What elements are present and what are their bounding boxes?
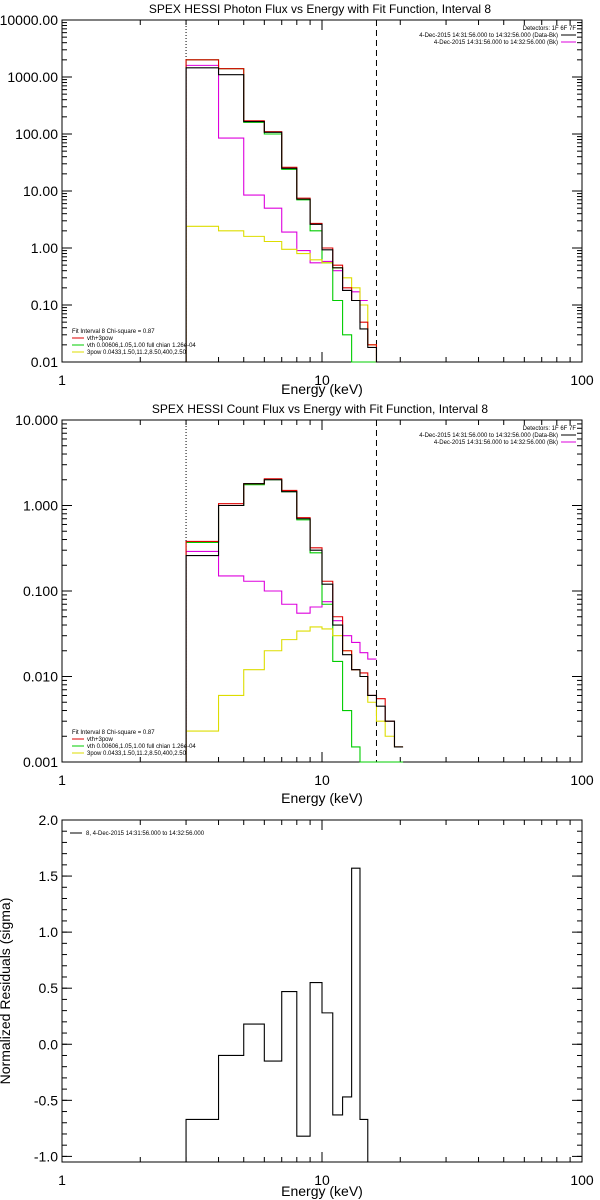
legend-header: Fit Interval 8 Chi-square = 0.87 <box>72 730 155 736</box>
count-flux-y-ticks: 0.001 0.010 0.100 1.000 10.000 <box>15 412 58 770</box>
legend-header: Fit Interval 8 Chi-square = 0.87 <box>72 329 155 335</box>
x-tick-label: 100 <box>570 772 594 788</box>
x-tick-label: 10 <box>314 372 330 388</box>
x-tick-label: 10 <box>314 772 330 788</box>
photon-flux-title: SPEX HESSI Photon Flux vs Energy with Fi… <box>149 2 491 16</box>
residuals-x-axis-title: Energy (keV) <box>281 1183 363 1199</box>
photon-flux-legend-fit: Fit Interval 8 Chi-square = 0.87 vth+3po… <box>72 329 196 356</box>
count-flux-x-ticks: 1 10 100 <box>58 772 594 788</box>
series-3pow-line <box>185 225 404 363</box>
legend-header: Detectors: 1F 6F 7F <box>523 26 577 32</box>
count-flux-x-axis-title: Energy (keV) <box>281 790 363 806</box>
y-tick-label: 1.000 <box>23 498 58 514</box>
legend-entry-label: 4-Dec-2015 14:31:56.000 to 14:32:56.000 … <box>419 433 558 439</box>
residuals-y-ticks: -1.0 -0.5 0.0 0.5 1.0 1.5 2.0 <box>34 812 58 1164</box>
legend-entry-label: vth 0.00606,1.05,1.00 full chian 1.26e-0… <box>87 343 196 349</box>
legend-entry-label: 4-Dec-2015 14:31:56.000 to 14:32:56.000 … <box>419 33 558 39</box>
series-data-bk-line <box>185 479 404 762</box>
y-tick-label: 2.0 <box>39 812 59 828</box>
legend-entry-label: 3pow 0.0433,1.50,11.2,8.50,400,2.50 <box>87 350 187 356</box>
legend-entry-label: 3pow 0.0433,1.50,11.2,8.50,400,2.50 <box>87 751 187 757</box>
photon-flux-x-ticks: 1 10 100 <box>58 372 594 388</box>
y-tick-label: 1.5 <box>39 868 59 884</box>
y-tick-label: -1.0 <box>34 1148 58 1164</box>
legend-entry-label: 4-Dec-2015 14:31:56.000 to 14:32:56.000 … <box>434 40 558 46</box>
x-tick-label: 100 <box>570 372 594 388</box>
legend-entry-label: 4-Dec-2015 14:31:56.000 to 14:32:56.000 … <box>434 440 558 446</box>
residuals-y-axis-title: Normalized Residuals (sigma) <box>0 898 13 1085</box>
y-tick-label: 1.00 <box>31 240 58 256</box>
series-3pow-line <box>185 626 404 762</box>
y-tick-label: 0.5 <box>39 980 59 996</box>
series-data-bk-line <box>185 67 404 363</box>
x-tick-label: 1 <box>58 1172 66 1188</box>
series-8-line <box>185 867 369 1162</box>
legend-entry-label: vth+3pow <box>87 737 114 743</box>
y-tick-label: 1000.00 <box>7 69 58 85</box>
y-tick-label: 0.010 <box>23 669 58 685</box>
residuals-series <box>185 867 369 1162</box>
y-tick-label: 10000.00 <box>0 12 58 28</box>
count-flux-series <box>185 478 404 763</box>
residuals-x-ticks: 1 10 100 <box>58 1172 594 1188</box>
photon-flux-x-axis-title: Energy (keV) <box>281 381 363 397</box>
count-flux-legend-fit: Fit Interval 8 Chi-square = 0.87 vth+3po… <box>72 730 196 757</box>
legend-entry-label: vth 0.00606,1.05,1.00 full chian 1.26e-0… <box>87 744 196 750</box>
count-flux-title: SPEX HESSI Count Flux vs Energy with Fit… <box>152 402 488 416</box>
photon-flux-series <box>185 59 404 363</box>
y-tick-label: 0.0 <box>39 1036 59 1052</box>
legend-header: Detectors: 1F 6F 7F <box>523 426 577 432</box>
photon-flux-y-ticks: 0.01 0.10 1.00 10.00 100.00 1000.00 1000… <box>0 12 58 370</box>
residuals-panel: -1.0 -0.5 0.0 0.5 1.0 1.5 2.0 1 10 100 E… <box>0 812 594 1199</box>
photon-flux-plot-frame <box>61 19 583 363</box>
count-flux-legend-top: Detectors: 1F 6F 7F 4-Dec-2015 14:31:56.… <box>419 426 576 446</box>
legend-entry-label: 8, 4-Dec-2015 14:31:56.000 to 14:32:56.0… <box>86 831 205 837</box>
y-tick-label: 1.0 <box>39 924 59 940</box>
y-tick-label: 100.00 <box>15 126 58 142</box>
count-flux-panel: SPEX HESSI Count Flux vs Energy with Fit… <box>15 402 594 806</box>
y-tick-label: -0.5 <box>34 1092 58 1108</box>
residuals-legend: 8, 4-Dec-2015 14:31:56.000 to 14:32:56.0… <box>70 831 205 837</box>
x-tick-label: 1 <box>58 772 66 788</box>
y-tick-label: 0.10 <box>31 297 58 313</box>
photon-flux-legend-top: Detectors: 1F 6F 7F 4-Dec-2015 14:31:56.… <box>419 26 576 46</box>
y-tick-label: 10.00 <box>23 183 58 199</box>
y-tick-label: 0.001 <box>23 754 58 770</box>
y-tick-label: 0.100 <box>23 583 58 599</box>
y-tick-label: 0.01 <box>31 354 58 370</box>
legend-entry-label: vth+3pow <box>87 336 114 342</box>
x-tick-label: 100 <box>570 1172 594 1188</box>
series-bk-line <box>185 64 368 362</box>
x-tick-label: 1 <box>58 372 66 388</box>
x-tick-label: 10 <box>314 1172 330 1188</box>
y-tick-label: 10.000 <box>15 412 58 428</box>
photon-flux-panel: SPEX HESSI Photon Flux vs Energy with Fi… <box>0 2 594 397</box>
series-bk-line <box>185 550 377 762</box>
